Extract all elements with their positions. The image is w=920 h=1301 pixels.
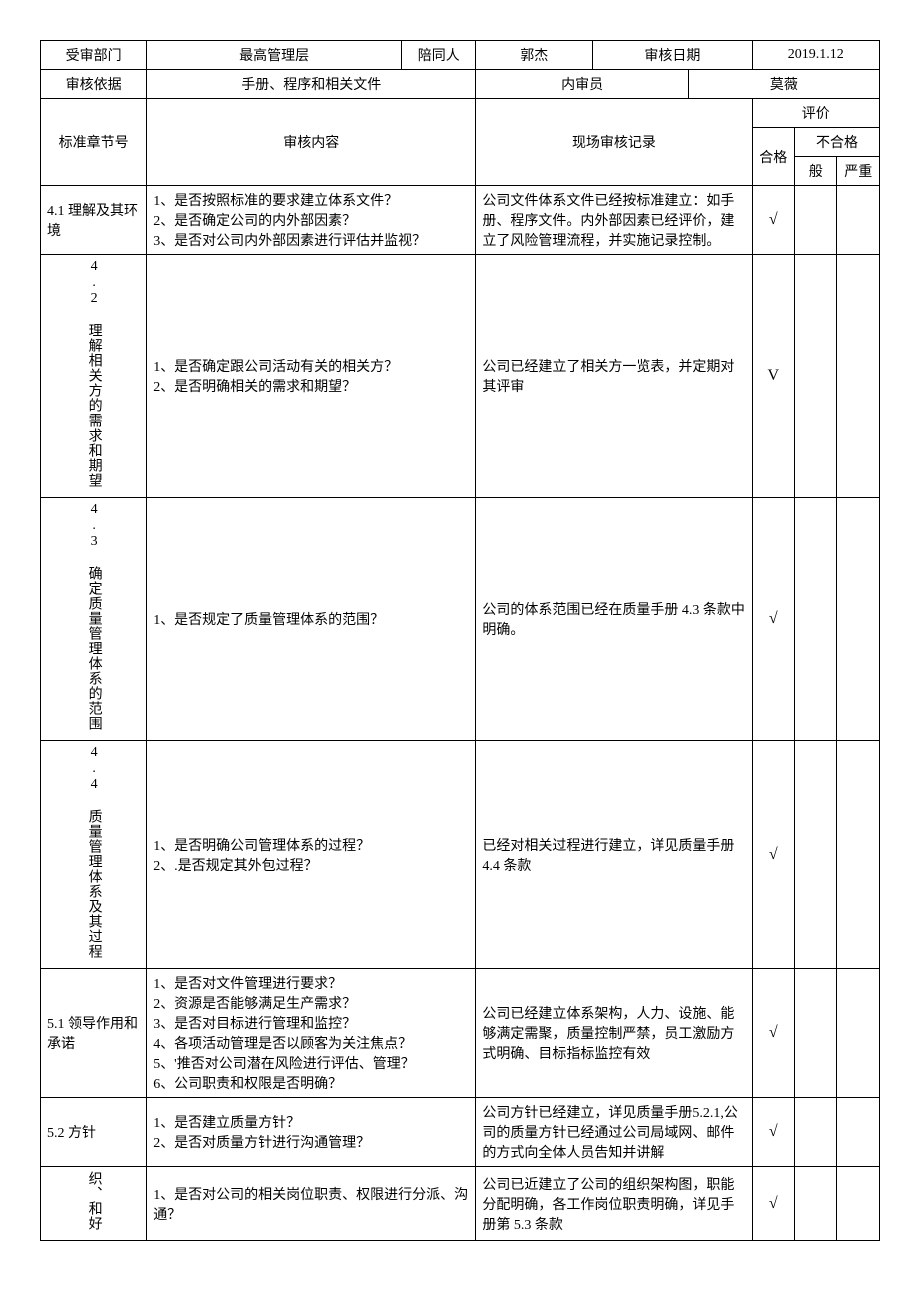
severe-cell: [837, 498, 880, 741]
col-fail: 不合格: [794, 128, 879, 157]
pass-cell: √: [752, 498, 794, 741]
col-pass: 合格: [752, 128, 794, 186]
content-cell: 1、是否规定了质量管理体系的范围？: [147, 498, 476, 741]
pass-cell: √: [752, 1098, 794, 1167]
general-cell: [794, 255, 836, 498]
col-header-row-1: 标准章节号 审核内容 现场审核记录 评价: [41, 99, 880, 128]
col-record: 现场审核记录: [476, 99, 752, 186]
dept-label: 受审部门: [41, 41, 147, 70]
severe-cell: [837, 186, 880, 255]
general-cell: [794, 1167, 836, 1241]
section-text: 4.3 确定质量管理体系的范围: [84, 502, 104, 731]
severe-cell: [837, 969, 880, 1098]
pass-cell: √: [752, 969, 794, 1098]
table-row: 4.2 理解相关方的需求和期望 1、是否确定跟公司活动有关的相关方？ 2、是否明确…: [41, 255, 880, 498]
severe-cell: [837, 1098, 880, 1167]
general-cell: [794, 498, 836, 741]
section-cell: 4.1 理解及其环境: [41, 186, 147, 255]
section-cell: 织、和好: [41, 1167, 147, 1241]
basis-label: 审核依据: [41, 70, 147, 99]
content-cell: 1、是否对文件管理进行要求？ 2、资源是否能够满足生产需求？ 3、是否对目标进行…: [147, 969, 476, 1098]
content-cell: 1、是否按照标准的要求建立体系文件？ 2、是否确定公司的内外部因素？ 3、是否对…: [147, 186, 476, 255]
pass-cell: √: [752, 1167, 794, 1241]
record-cell: 公司已近建立了公司的组织架构图，职能分配明确，各工作岗位职责明确，详见手册第 5…: [476, 1167, 752, 1241]
content-cell: 1、是否明确公司管理体系的过程？ 2、.是否规定其外包过程？: [147, 741, 476, 969]
general-cell: [794, 741, 836, 969]
col-general: 般: [794, 157, 836, 186]
content-cell: 1、是否建立质量方针？ 2、是否对质量方针进行沟通管理？: [147, 1098, 476, 1167]
dept-value: 最高管理层: [147, 41, 402, 70]
pass-cell: √: [752, 741, 794, 969]
auditor-value: 莫薇: [688, 70, 879, 99]
record-cell: 公司已经建立了相关方一览表，并定期对其评审: [476, 255, 752, 498]
record-cell: 公司的体系范围已经在质量手册 4.3 条款中明确。: [476, 498, 752, 741]
data-rows: 4.1 理解及其环境1、是否按照标准的要求建立体系文件？ 2、是否确定公司的内外…: [41, 186, 880, 1241]
section-text: 织、和好: [84, 1171, 104, 1231]
audit-table: 受审部门 最高管理层 陪同人 郭杰 审核日期 2019.1.12 审核依据 手册…: [40, 40, 880, 1241]
table-row: 5.2 方针1、是否建立质量方针？ 2、是否对质量方针进行沟通管理？公司方针已经…: [41, 1098, 880, 1167]
date-label: 审核日期: [593, 41, 752, 70]
severe-cell: [837, 741, 880, 969]
col-eval: 评价: [752, 99, 880, 128]
table-row: 织、和好 1、是否对公司的相关岗位职责、权限进行分派、沟通？公司已近建立了公司的组…: [41, 1167, 880, 1241]
table-row: 5.1 领导作用和承诺1、是否对文件管理进行要求？ 2、资源是否能够满足生产需求…: [41, 969, 880, 1098]
table-row: 4.1 理解及其环境1、是否按照标准的要求建立体系文件？ 2、是否确定公司的内外…: [41, 186, 880, 255]
general-cell: [794, 186, 836, 255]
section-cell: 4.3 确定质量管理体系的范围: [41, 498, 147, 741]
col-section: 标准章节号: [41, 99, 147, 186]
severe-cell: [837, 255, 880, 498]
escort-value: 郭杰: [476, 41, 593, 70]
header-row-2: 审核依据 手册、程序和相关文件 内审员 莫薇: [41, 70, 880, 99]
date-value: 2019.1.12: [752, 41, 880, 70]
content-cell: 1、是否确定跟公司活动有关的相关方？ 2、是否明确相关的需求和期望？: [147, 255, 476, 498]
general-cell: [794, 1098, 836, 1167]
general-cell: [794, 969, 836, 1098]
basis-value: 手册、程序和相关文件: [147, 70, 476, 99]
auditor-label: 内审员: [476, 70, 688, 99]
record-cell: 已经对相关过程进行建立，详见质量手册 4.4 条款: [476, 741, 752, 969]
section-cell: 5.2 方针: [41, 1098, 147, 1167]
section-cell: 4.2 理解相关方的需求和期望: [41, 255, 147, 498]
table-row: 4.3 确定质量管理体系的范围 1、是否规定了质量管理体系的范围？公司的体系范围已…: [41, 498, 880, 741]
escort-label: 陪同人: [402, 41, 476, 70]
severe-cell: [837, 1167, 880, 1241]
pass-cell: √: [752, 186, 794, 255]
col-content: 审核内容: [147, 99, 476, 186]
section-cell: 4.4 质量管理体系及其过程: [41, 741, 147, 969]
content-cell: 1、是否对公司的相关岗位职责、权限进行分派、沟通？: [147, 1167, 476, 1241]
record-cell: 公司文件体系文件已经按标准建立：如手册、程序文件。内外部因素已经评价，建立了风险…: [476, 186, 752, 255]
record-cell: 公司方针已经建立，详见质量手册5.2.1,公司的质量方针已经通过公司局域网、邮件…: [476, 1098, 752, 1167]
col-severe: 严重: [837, 157, 880, 186]
table-row: 4.4 质量管理体系及其过程 1、是否明确公司管理体系的过程？ 2、.是否规定其外…: [41, 741, 880, 969]
section-text: 4.2 理解相关方的需求和期望: [84, 259, 104, 488]
header-row-1: 受审部门 最高管理层 陪同人 郭杰 审核日期 2019.1.12: [41, 41, 880, 70]
record-cell: 公司已经建立体系架构，人力、设施、能够满定需聚，质量控制严禁，员工激励方式明确、…: [476, 969, 752, 1098]
section-text: 4.4 质量管理体系及其过程: [84, 745, 104, 959]
section-cell: 5.1 领导作用和承诺: [41, 969, 147, 1098]
pass-cell: V: [752, 255, 794, 498]
